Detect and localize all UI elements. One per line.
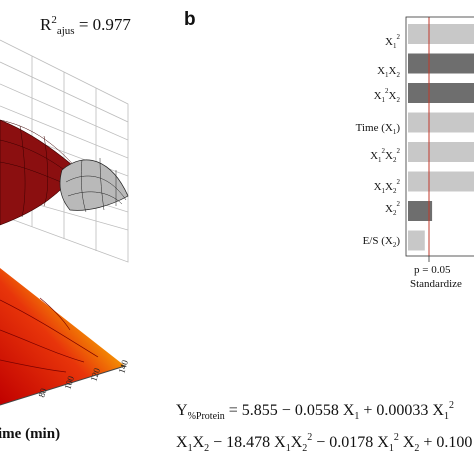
category-label: X22 (385, 200, 400, 217)
time-tick: 100 (62, 374, 76, 390)
panel-b-label: b (184, 9, 196, 30)
r2-annotation: R2ajus = 0.977 (40, 14, 131, 37)
time-axis-ticks: 80 100 120 140 (36, 358, 130, 398)
pareto-bar (408, 230, 425, 251)
time-tick: 140 (116, 358, 130, 374)
response-surface-plot: 80 100 120 140 (0, 39, 130, 406)
plot-frame (405, 16, 474, 257)
pareto-bar (408, 201, 433, 221)
pareto-bar (408, 171, 474, 192)
category-label: X1X22 (374, 178, 401, 195)
category-label: Time (X1) (356, 122, 401, 136)
response-surface-grey (59, 157, 129, 213)
category-labels: X12 X1X2 X12X2 Time (X1) X12X22 X1X22 X2… (356, 33, 401, 249)
pareto-chart: X12 X1X2 X12X2 Time (X1) X12X22 X1X22 X2… (356, 16, 474, 290)
category-label: X12X2 (374, 87, 401, 104)
pareto-bar (408, 142, 474, 162)
category-label: E/S (X2) (363, 235, 401, 249)
time-tick: 120 (88, 366, 102, 382)
time-tick: 80 (36, 386, 48, 398)
pareto-bar (408, 53, 474, 74)
category-label: X1X2 (377, 65, 400, 79)
pareto-bar (408, 83, 474, 103)
pareto-bar (408, 112, 474, 133)
category-label: X12 (385, 33, 400, 50)
contour-floor (0, 268, 126, 406)
category-label: X12X22 (370, 147, 400, 164)
model-equation-line-2: X1X2 − 18.478 X1X22 − 0.0178 X12 X2 + 0.… (176, 432, 473, 454)
time-axis-label: ime (min) (0, 426, 61, 442)
pareto-bar (408, 24, 474, 44)
x-axis-label: Standardize (410, 278, 462, 290)
p-value-label: p = 0.05 (414, 264, 451, 276)
model-equation-line-1: Y%Protein = 5.855 − 0.0558 X1 + 0.00033 … (176, 400, 454, 422)
pareto-bars (408, 24, 474, 251)
